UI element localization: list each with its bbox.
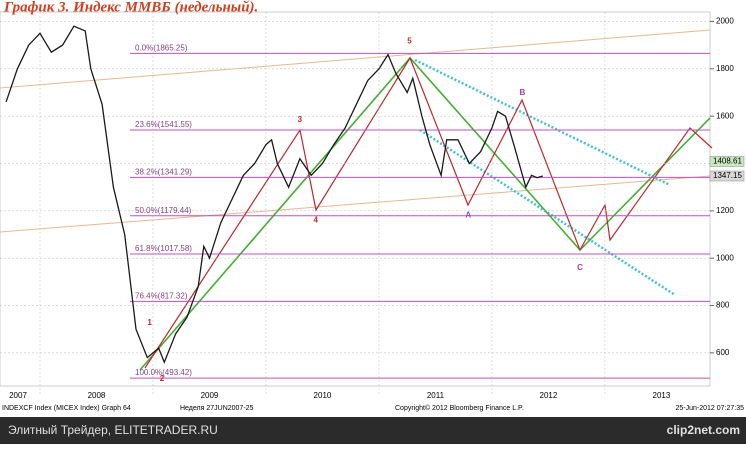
wave-line (139, 56, 711, 371)
y-tick-label: 1800 (716, 64, 734, 73)
footer: INDEXCF Index (MICEX Index) Graph 64 (2, 405, 131, 412)
price-marker-label: 1408.61 (713, 157, 742, 166)
x-tick-label: 2009 (201, 391, 219, 400)
wave-label: A (465, 210, 471, 219)
channel-line (414, 58, 671, 187)
plot-area (0, 11, 711, 387)
chart-title: График 3. Индекс ММВБ (недельный). (3, 0, 258, 15)
fib-label: 100.0%(493.42) (135, 368, 192, 377)
fib-label: 38.2%(1341.29) (135, 168, 192, 177)
price-marker-box (709, 156, 745, 167)
fib-label: 0.0%(1865.25) (135, 43, 188, 52)
footer: Copyright© 2012 Bloomberg Finance L.P. (395, 404, 524, 412)
x-tick-label: 2007 (9, 391, 27, 400)
x-tick-label: 2012 (540, 391, 558, 400)
wave-label: 3 (298, 115, 303, 124)
trend-line (0, 175, 711, 233)
fib-label: 61.8%(1017.58) (135, 244, 192, 253)
y-tick-label: 2000 (716, 17, 734, 26)
fib-label: 76.4%(817.32) (135, 292, 188, 301)
fib-label: 23.6%(1541.55) (135, 120, 192, 129)
wave-label: 2 (160, 374, 165, 383)
y-tick-label: 1000 (716, 253, 734, 262)
watermark: Элитный Трейдер, ELITETRADER.RU (8, 423, 218, 437)
wave-label: B (520, 88, 526, 97)
channel-line (419, 128, 676, 297)
y-tick-label: 800 (716, 301, 730, 310)
wave-line (144, 56, 713, 369)
trend-line (0, 29, 711, 89)
price-marker-label: 1347.15 (713, 171, 742, 180)
wave-label: 5 (407, 37, 412, 46)
footer: Неделя 27JUN2007-25 (180, 405, 254, 412)
wave-label: 4 (313, 215, 318, 224)
wave-label: C (577, 263, 583, 272)
y-tick-label: 1200 (716, 206, 734, 215)
x-tick-label: 2011 (427, 391, 445, 400)
watermark-bar (0, 417, 746, 444)
x-tick-label: 2010 (314, 391, 332, 400)
x-tick-label: 2013 (653, 391, 671, 400)
y-tick-label: 600 (716, 348, 730, 357)
y-tick-label: 1600 (716, 111, 734, 120)
price-marker-box (709, 170, 745, 182)
price-line (5, 25, 543, 365)
footer: 25-Jun-2012 07:27:35 (676, 405, 745, 412)
wave-label: 1 (147, 318, 152, 327)
fib-label: 50.0%(1179.44) (135, 206, 192, 215)
watermark: clip2net.com (667, 423, 740, 437)
x-tick-label: 2008 (88, 391, 106, 400)
